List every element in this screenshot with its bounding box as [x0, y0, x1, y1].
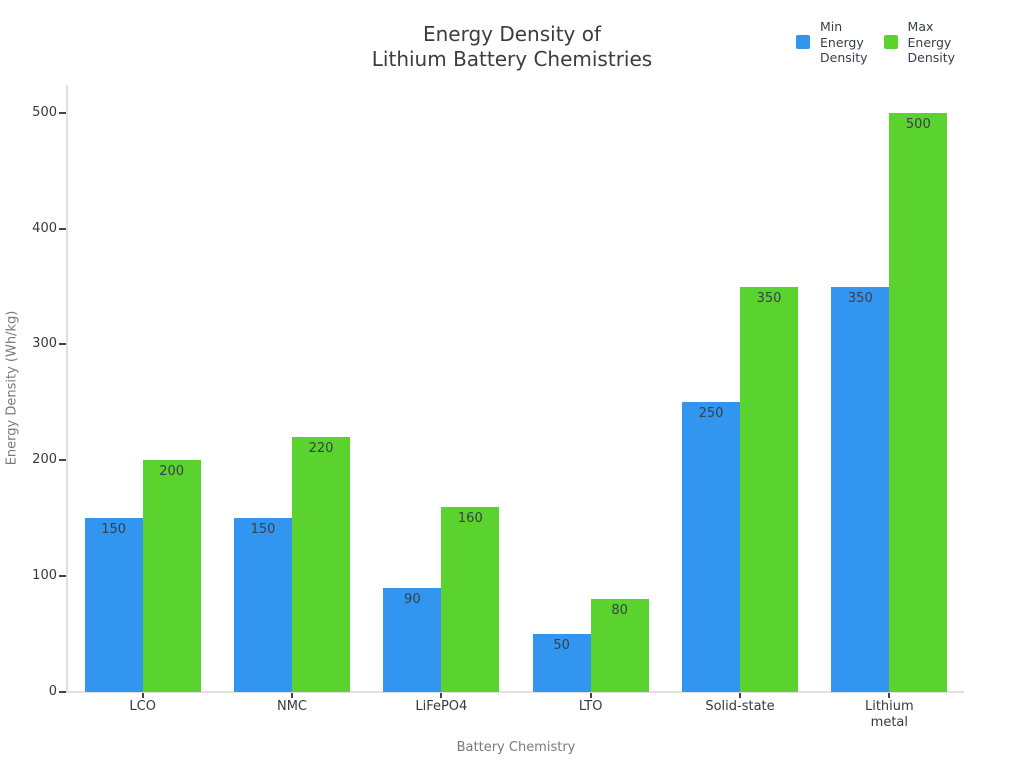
y-tick-mark	[59, 111, 66, 114]
bar-value-label: 220	[308, 441, 334, 456]
bar-value-label: 160	[457, 511, 483, 526]
legend-swatch	[796, 35, 810, 50]
legend: Min Energy Density Max Energy Density	[796, 19, 955, 66]
bar-value-label: 350	[847, 291, 873, 306]
legend-swatch	[883, 35, 898, 50]
bar-value-label: 80	[611, 603, 628, 618]
legend-item-min[interactable]: Min Energy Density	[796, 19, 868, 66]
bar-max-lifepo4: 160	[441, 507, 500, 692]
x-tick-label: Lithium metal	[864, 699, 914, 730]
x-tick-mark	[440, 693, 443, 698]
x-tick-mark	[739, 693, 741, 698]
chart-title: Energy Density of Lithium Battery Chemis…	[371, 22, 653, 71]
y-tick-label: 300	[32, 336, 57, 352]
x-tick-mark	[291, 693, 293, 698]
legend-label: Min Energy Density	[820, 19, 868, 65]
bar-min-lifepo4: 90	[383, 588, 442, 692]
legend-item-max[interactable]: Max Energy Density	[883, 19, 956, 66]
bar-min-lco: 150	[84, 518, 143, 692]
bar-max-lto: 80	[590, 599, 649, 692]
bar-max-lco: 200	[142, 460, 201, 692]
y-axis-line	[66, 85, 68, 692]
y-tick-mark	[59, 343, 66, 346]
y-tick-label: 200	[32, 452, 57, 468]
bar-value-label: 500	[905, 117, 931, 132]
y-tick-label: 0	[48, 684, 57, 699]
bar-max-solid-state: 350	[740, 287, 798, 692]
bar-value-label: 350	[756, 291, 782, 306]
x-tick-label: LCO	[129, 699, 156, 714]
x-tick-label: LiFePO4	[415, 699, 468, 714]
y-tick-label: 100	[32, 568, 57, 584]
bar-max-nmc: 220	[292, 437, 350, 692]
bar-value-label: 90	[404, 592, 421, 607]
legend-label: Max Energy Density	[907, 19, 956, 65]
bar-max-lithium-metal: 500	[889, 113, 948, 692]
x-tick-label: Solid-state	[705, 699, 775, 714]
bar-value-label: 150	[101, 522, 127, 537]
x-axis-line	[66, 691, 964, 693]
bar-value-label: 50	[553, 638, 570, 653]
bar-value-label: 200	[159, 464, 185, 479]
bar-min-lto: 50	[532, 634, 591, 692]
y-axis-title: Energy Density (Wh/kg)	[4, 310, 20, 466]
y-tick-mark	[59, 227, 66, 230]
x-tick-label: NMC	[276, 699, 308, 714]
y-tick-mark	[59, 691, 66, 693]
bar-min-lithium-metal: 350	[831, 287, 890, 692]
bar-min-nmc: 150	[234, 518, 292, 692]
y-tick-mark	[59, 459, 66, 462]
bar-value-label: 150	[250, 522, 276, 537]
x-tick-mark	[141, 693, 144, 698]
bar-min-solid-state: 250	[682, 402, 740, 692]
y-tick-label: 400	[32, 220, 57, 236]
x-tick-mark	[888, 693, 891, 698]
x-tick-label: LTO	[578, 699, 603, 714]
x-axis-title: Battery Chemistry	[456, 740, 576, 755]
y-tick-label: 500	[32, 104, 57, 120]
x-tick-mark	[589, 693, 592, 698]
plot-area: 150 150 90 50 250 350 200 220 160 80 350 500	[68, 85, 964, 692]
y-tick-mark	[59, 575, 66, 578]
bar-value-label: 250	[698, 406, 724, 421]
